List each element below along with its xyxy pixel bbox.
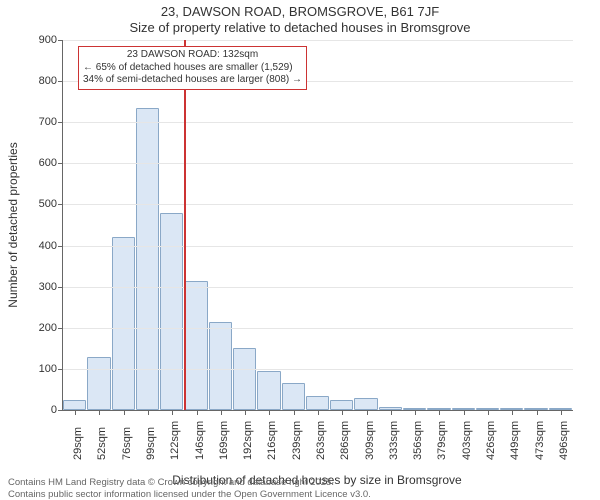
x-tick-label: 239sqm (291, 400, 303, 460)
footnote: Contains HM Land Registry data © Crown c… (8, 477, 592, 500)
y-tick: 700 (63, 122, 573, 123)
y-tick: 900 (63, 40, 573, 41)
y-tick: 100 (63, 369, 573, 370)
reference-line (184, 40, 186, 410)
x-tick-label: 122sqm (169, 400, 181, 460)
y-tick-label: 600 (25, 157, 57, 169)
callout-line-smaller: ← 65% of detached houses are smaller (1,… (83, 62, 302, 75)
y-tick-label: 0 (25, 404, 57, 416)
x-tick-label: 52sqm (96, 400, 108, 460)
callout-line-larger: 34% of semi-detached houses are larger (… (83, 74, 302, 87)
x-tick-label: 29sqm (72, 400, 84, 460)
y-tick: 600 (63, 163, 573, 164)
y-tick-label: 100 (25, 363, 57, 375)
y-tick-label: 300 (25, 281, 57, 293)
x-tick-label: 356sqm (412, 400, 424, 460)
y-tick: 500 (63, 204, 573, 205)
x-tick-label: 379sqm (436, 400, 448, 460)
x-tick-label: 496sqm (558, 400, 570, 460)
x-tick-label: 473sqm (534, 400, 546, 460)
y-tick-label: 900 (25, 34, 57, 46)
bars-layer (63, 40, 573, 410)
x-tick-label: 426sqm (485, 400, 497, 460)
histogram-bar (184, 281, 207, 411)
y-tick-label: 700 (25, 116, 57, 128)
callout-title: 23 DAWSON ROAD: 132sqm (83, 49, 302, 62)
reference-callout: 23 DAWSON ROAD: 132sqm← 65% of detached … (78, 46, 307, 90)
x-tick-label: 263sqm (315, 400, 327, 460)
y-tick-label: 500 (25, 198, 57, 210)
histogram-bar (160, 213, 183, 410)
x-tick-label: 309sqm (364, 400, 376, 460)
y-tick-label: 800 (25, 75, 57, 87)
histogram-bar (209, 322, 232, 410)
x-tick-label: 449sqm (509, 400, 521, 460)
x-tick-label: 333sqm (388, 400, 400, 460)
y-tick: 200 (63, 328, 573, 329)
histogram-bar (136, 108, 159, 410)
figure: 23, DAWSON ROAD, BROMSGROVE, B61 7JF Siz… (0, 0, 600, 500)
x-tick-label: 76sqm (121, 400, 133, 460)
x-tick-label: 99sqm (145, 400, 157, 460)
y-tick: 400 (63, 246, 573, 247)
x-tick-label: 403sqm (461, 400, 473, 460)
x-tick-label: 216sqm (266, 400, 278, 460)
page-subtitle: Size of property relative to detached ho… (0, 20, 600, 38)
y-axis-label: Number of detached properties (6, 40, 22, 410)
page-title: 23, DAWSON ROAD, BROMSGROVE, B61 7JF (0, 0, 600, 20)
y-tick-label: 200 (25, 322, 57, 334)
y-tick-label: 400 (25, 240, 57, 252)
y-tick: 300 (63, 287, 573, 288)
x-tick-label: 146sqm (194, 400, 206, 460)
x-tick-label: 169sqm (218, 400, 230, 460)
histogram-bar (112, 237, 135, 410)
x-tick-label: 286sqm (339, 400, 351, 460)
histogram-plot: 010020030040050060070080090029sqm52sqm76… (62, 40, 573, 411)
x-tick-label: 192sqm (242, 400, 254, 460)
